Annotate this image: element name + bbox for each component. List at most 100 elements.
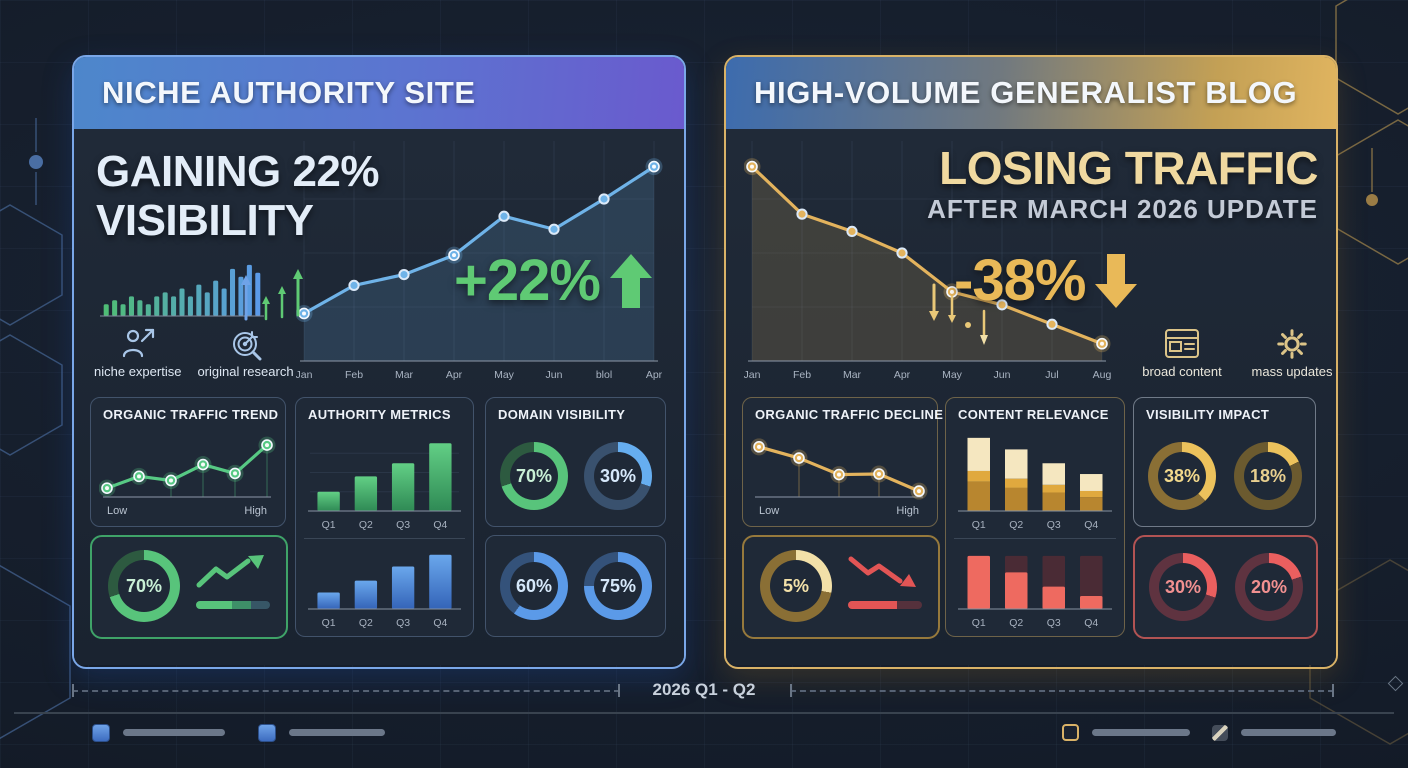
left-main-line-chart: Jan Feb Mar Apr May Jun blol Apr [295, 135, 664, 382]
svg-text:Q3: Q3 [396, 519, 410, 531]
left-headline: GAINING 22% VISIBILITY [96, 147, 380, 245]
right-delta-badge: -38% [954, 247, 1138, 314]
downtrend-arrow-icon [848, 556, 916, 587]
timeline-label: 2026 Q1 - Q2 [652, 680, 756, 699]
svg-text:Q1: Q1 [972, 519, 986, 531]
donut-value: 60% [515, 575, 553, 596]
donut-domain-70: 70% [500, 442, 568, 510]
browser-window-icon [1165, 329, 1199, 358]
legend-item-striped [1212, 724, 1336, 741]
donut-75: 75% [584, 552, 652, 620]
donut-value: 38% [1163, 465, 1201, 486]
left-headline-line2: VISIBILITY [96, 196, 314, 245]
donut-value: 30% [599, 465, 637, 486]
tag-label: niche expertise [94, 364, 182, 379]
tag-original-research: original research [197, 325, 294, 379]
legend-placeholder-bar [1241, 729, 1336, 736]
donut-20: 20% [1235, 553, 1303, 621]
right-headline: LOSING TRAFFIC AFTER MARCH 2026 UPDATE [927, 143, 1318, 225]
svg-text:Jul: Jul [1045, 369, 1058, 381]
svg-text:Jun: Jun [994, 369, 1011, 381]
card-title: CONTENT RELEVANCE [958, 407, 1109, 422]
svg-text:Aug: Aug [1093, 369, 1112, 381]
donut-impact-18: 18% [1234, 442, 1302, 510]
timeline-tick [618, 684, 620, 697]
svg-text:Low: Low [107, 505, 127, 517]
right-panel-body: Jan Feb Mar Apr May Jun Jul Aug LOSING TRAFFIC … [726, 129, 1336, 665]
right-tags-row: broad content mass up [1134, 327, 1336, 379]
legend-item-gold [1062, 724, 1190, 741]
circuit-node-left [29, 155, 43, 169]
tag-broad-content: broad content [1134, 327, 1230, 379]
svg-text:Feb: Feb [793, 369, 811, 381]
donut-impact-38: 38% [1148, 442, 1216, 510]
svg-text:Q3: Q3 [1047, 617, 1061, 629]
left-delta-badge: +22% [454, 247, 652, 314]
green-progress-bar [196, 601, 270, 609]
svg-text:Q2: Q2 [359, 519, 373, 531]
svg-text:Q4: Q4 [433, 617, 447, 629]
donut-gauge-70: 70% [108, 550, 180, 622]
card-title: ORGANIC TRAFFIC DECLINE [755, 407, 944, 422]
left-panel-body: Jan Feb Mar Apr May Jun blol Apr GAINING 22% VI… [74, 129, 684, 665]
tag-label: mass updates [1251, 364, 1333, 379]
svg-text:Q4: Q4 [1084, 617, 1098, 629]
right-main-line-chart: Jan Feb Mar Apr May Jun Jul Aug [743, 135, 1112, 382]
card-title: VISIBILITY IMPACT [1146, 407, 1270, 422]
svg-text:Jan: Jan [296, 369, 313, 381]
donut-value: 18% [1249, 465, 1287, 486]
tag-label: broad content [1142, 364, 1222, 379]
svg-text:High: High [244, 505, 267, 517]
organic-traffic-trend-card: ORGANIC TRAFFIC TREND Low High [90, 397, 286, 527]
niche-authority-panel: NICHE AUTHORITY SITE Jan Feb Mar Apr May Jun b… [72, 55, 686, 669]
legend-placeholder-bar [289, 729, 385, 736]
svg-text:Apr: Apr [894, 369, 911, 381]
right-headline-line1: LOSING TRAFFIC [939, 142, 1318, 194]
right-panel-title: HIGH-VOLUME GENERALIST BLOG [754, 75, 1298, 110]
svg-text:Q4: Q4 [433, 519, 447, 531]
organic-traffic-decline-chart: Low High [750, 428, 929, 518]
tag-mass-updates: mass updates [1244, 327, 1336, 379]
svg-text:Q1: Q1 [972, 617, 986, 629]
svg-text:Mar: Mar [395, 369, 414, 381]
card-divider [954, 538, 1116, 539]
rising-arrows-decor-icon [241, 269, 303, 321]
donut-value: 30% [1164, 576, 1202, 597]
uptrend-arrow-icon [196, 555, 264, 588]
mini-gradient-bar-chart [96, 255, 268, 319]
card-divider [304, 538, 465, 539]
svg-text:Feb: Feb [345, 369, 363, 381]
legend-item-blue-2 [258, 723, 385, 742]
growth-person-icon [122, 328, 154, 358]
timeline-tick [1332, 684, 1334, 697]
svg-text:Q2: Q2 [1009, 519, 1023, 531]
left-panel-title: NICHE AUTHORITY SITE [102, 75, 476, 110]
content-relevance-card: CONTENT RELEVANCE Q1 Q2 Q3 Q4 Q1 Q2 Q3 Q4 [945, 397, 1125, 637]
svg-text:Mar: Mar [843, 369, 862, 381]
svg-text:Q2: Q2 [1009, 617, 1023, 629]
legend-item-blue-1 [92, 723, 225, 742]
svg-text:Q3: Q3 [1047, 519, 1061, 531]
content-gold-stacked-chart: Q1 Q2 Q3 Q4 [954, 428, 1116, 532]
left-delta-value: +22% [454, 248, 601, 313]
svg-text:Jun: Jun [546, 369, 563, 381]
donut-30: 30% [1149, 553, 1217, 621]
timeline-right-segment [790, 690, 1334, 692]
left-gauge-card: 70% [90, 535, 288, 639]
svg-text:Jan: Jan [744, 369, 761, 381]
timeline-diamond-marker [1387, 675, 1404, 692]
content-red-bar-chart: Q1 Q2 Q3 Q4 [954, 544, 1116, 630]
domain-visibility-card: DOMAIN VISIBILITY 70% 30% [485, 397, 666, 527]
svg-text:May: May [494, 369, 515, 381]
authority-green-bar-chart: Q1 Q2 Q3 Q4 [304, 428, 465, 532]
tag-label: original research [197, 364, 294, 379]
svg-text:Q4: Q4 [1084, 519, 1098, 531]
falling-arrows-decor-icon [929, 283, 988, 345]
donut-value: 70% [515, 465, 553, 486]
gear-icon [1277, 329, 1307, 359]
right-donut-pair-card: 30% 20% [1133, 535, 1318, 639]
left-panel-header: NICHE AUTHORITY SITE [74, 57, 684, 129]
footer-divider [14, 712, 1394, 714]
blue-swatch-icon [258, 723, 276, 742]
right-panel-header: HIGH-VOLUME GENERALIST BLOG [726, 57, 1336, 129]
